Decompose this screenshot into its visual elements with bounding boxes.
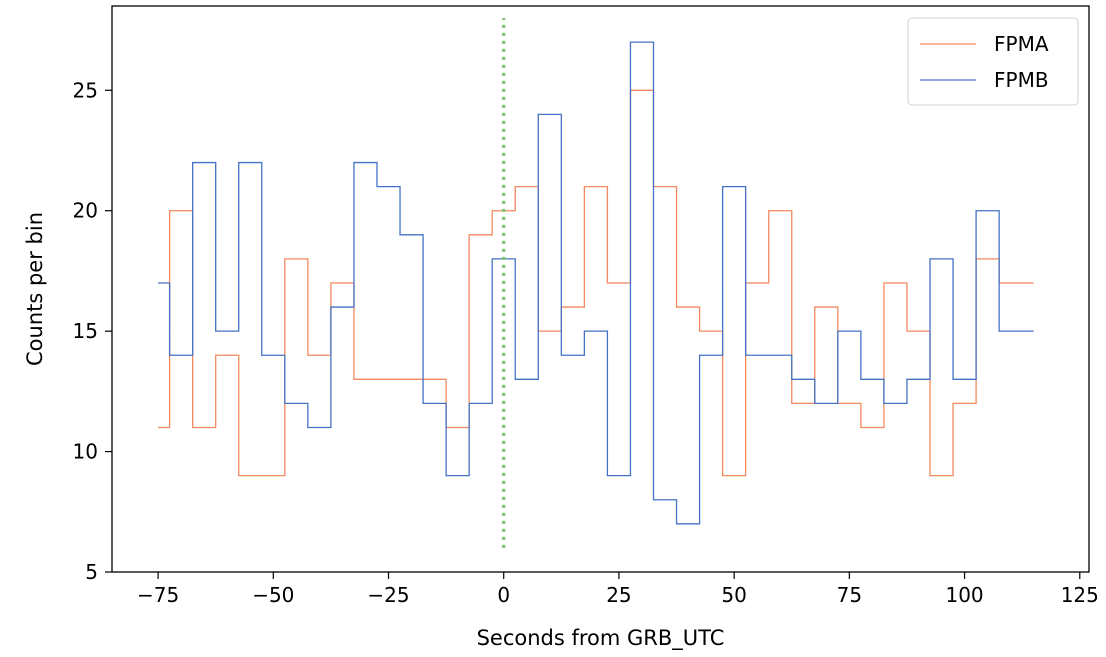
- y-tick-label: 15: [73, 319, 98, 343]
- series-fpmb-line: [158, 41, 1034, 525]
- series-fpma-line: [158, 89, 1034, 477]
- x-tick-label: 0: [497, 583, 510, 607]
- x-tick-label: −50: [252, 583, 294, 607]
- x-tick-label: −75: [137, 583, 179, 607]
- y-tick-label: 5: [85, 560, 98, 584]
- legend-label-fpma: FPMA: [994, 32, 1049, 56]
- x-axis: −75 −50 −25 0 25 50 75 100 125: [137, 572, 1099, 607]
- legend-box: [907, 17, 1079, 106]
- x-tick-label: 100: [945, 583, 983, 607]
- series-layer: [158, 41, 1034, 525]
- x-tick-label: −25: [367, 583, 409, 607]
- x-tick-label: 75: [837, 583, 862, 607]
- y-tick-label: 20: [73, 199, 98, 223]
- x-axis-label: Seconds from GRB_UTC: [477, 626, 725, 651]
- x-tick-label: 25: [606, 583, 631, 607]
- x-tick-label: 50: [721, 583, 746, 607]
- legend-label-fpmb: FPMB: [994, 68, 1049, 92]
- legend: FPMA FPMB: [907, 17, 1079, 106]
- y-axis-label: Counts per bin: [23, 212, 47, 366]
- x-tick-label: 125: [1061, 583, 1099, 607]
- plot-frame: [111, 5, 1090, 573]
- y-tick-label: 10: [73, 440, 98, 464]
- y-tick-label: 25: [73, 78, 98, 102]
- y-axis: 5 10 15 20 25: [73, 78, 112, 584]
